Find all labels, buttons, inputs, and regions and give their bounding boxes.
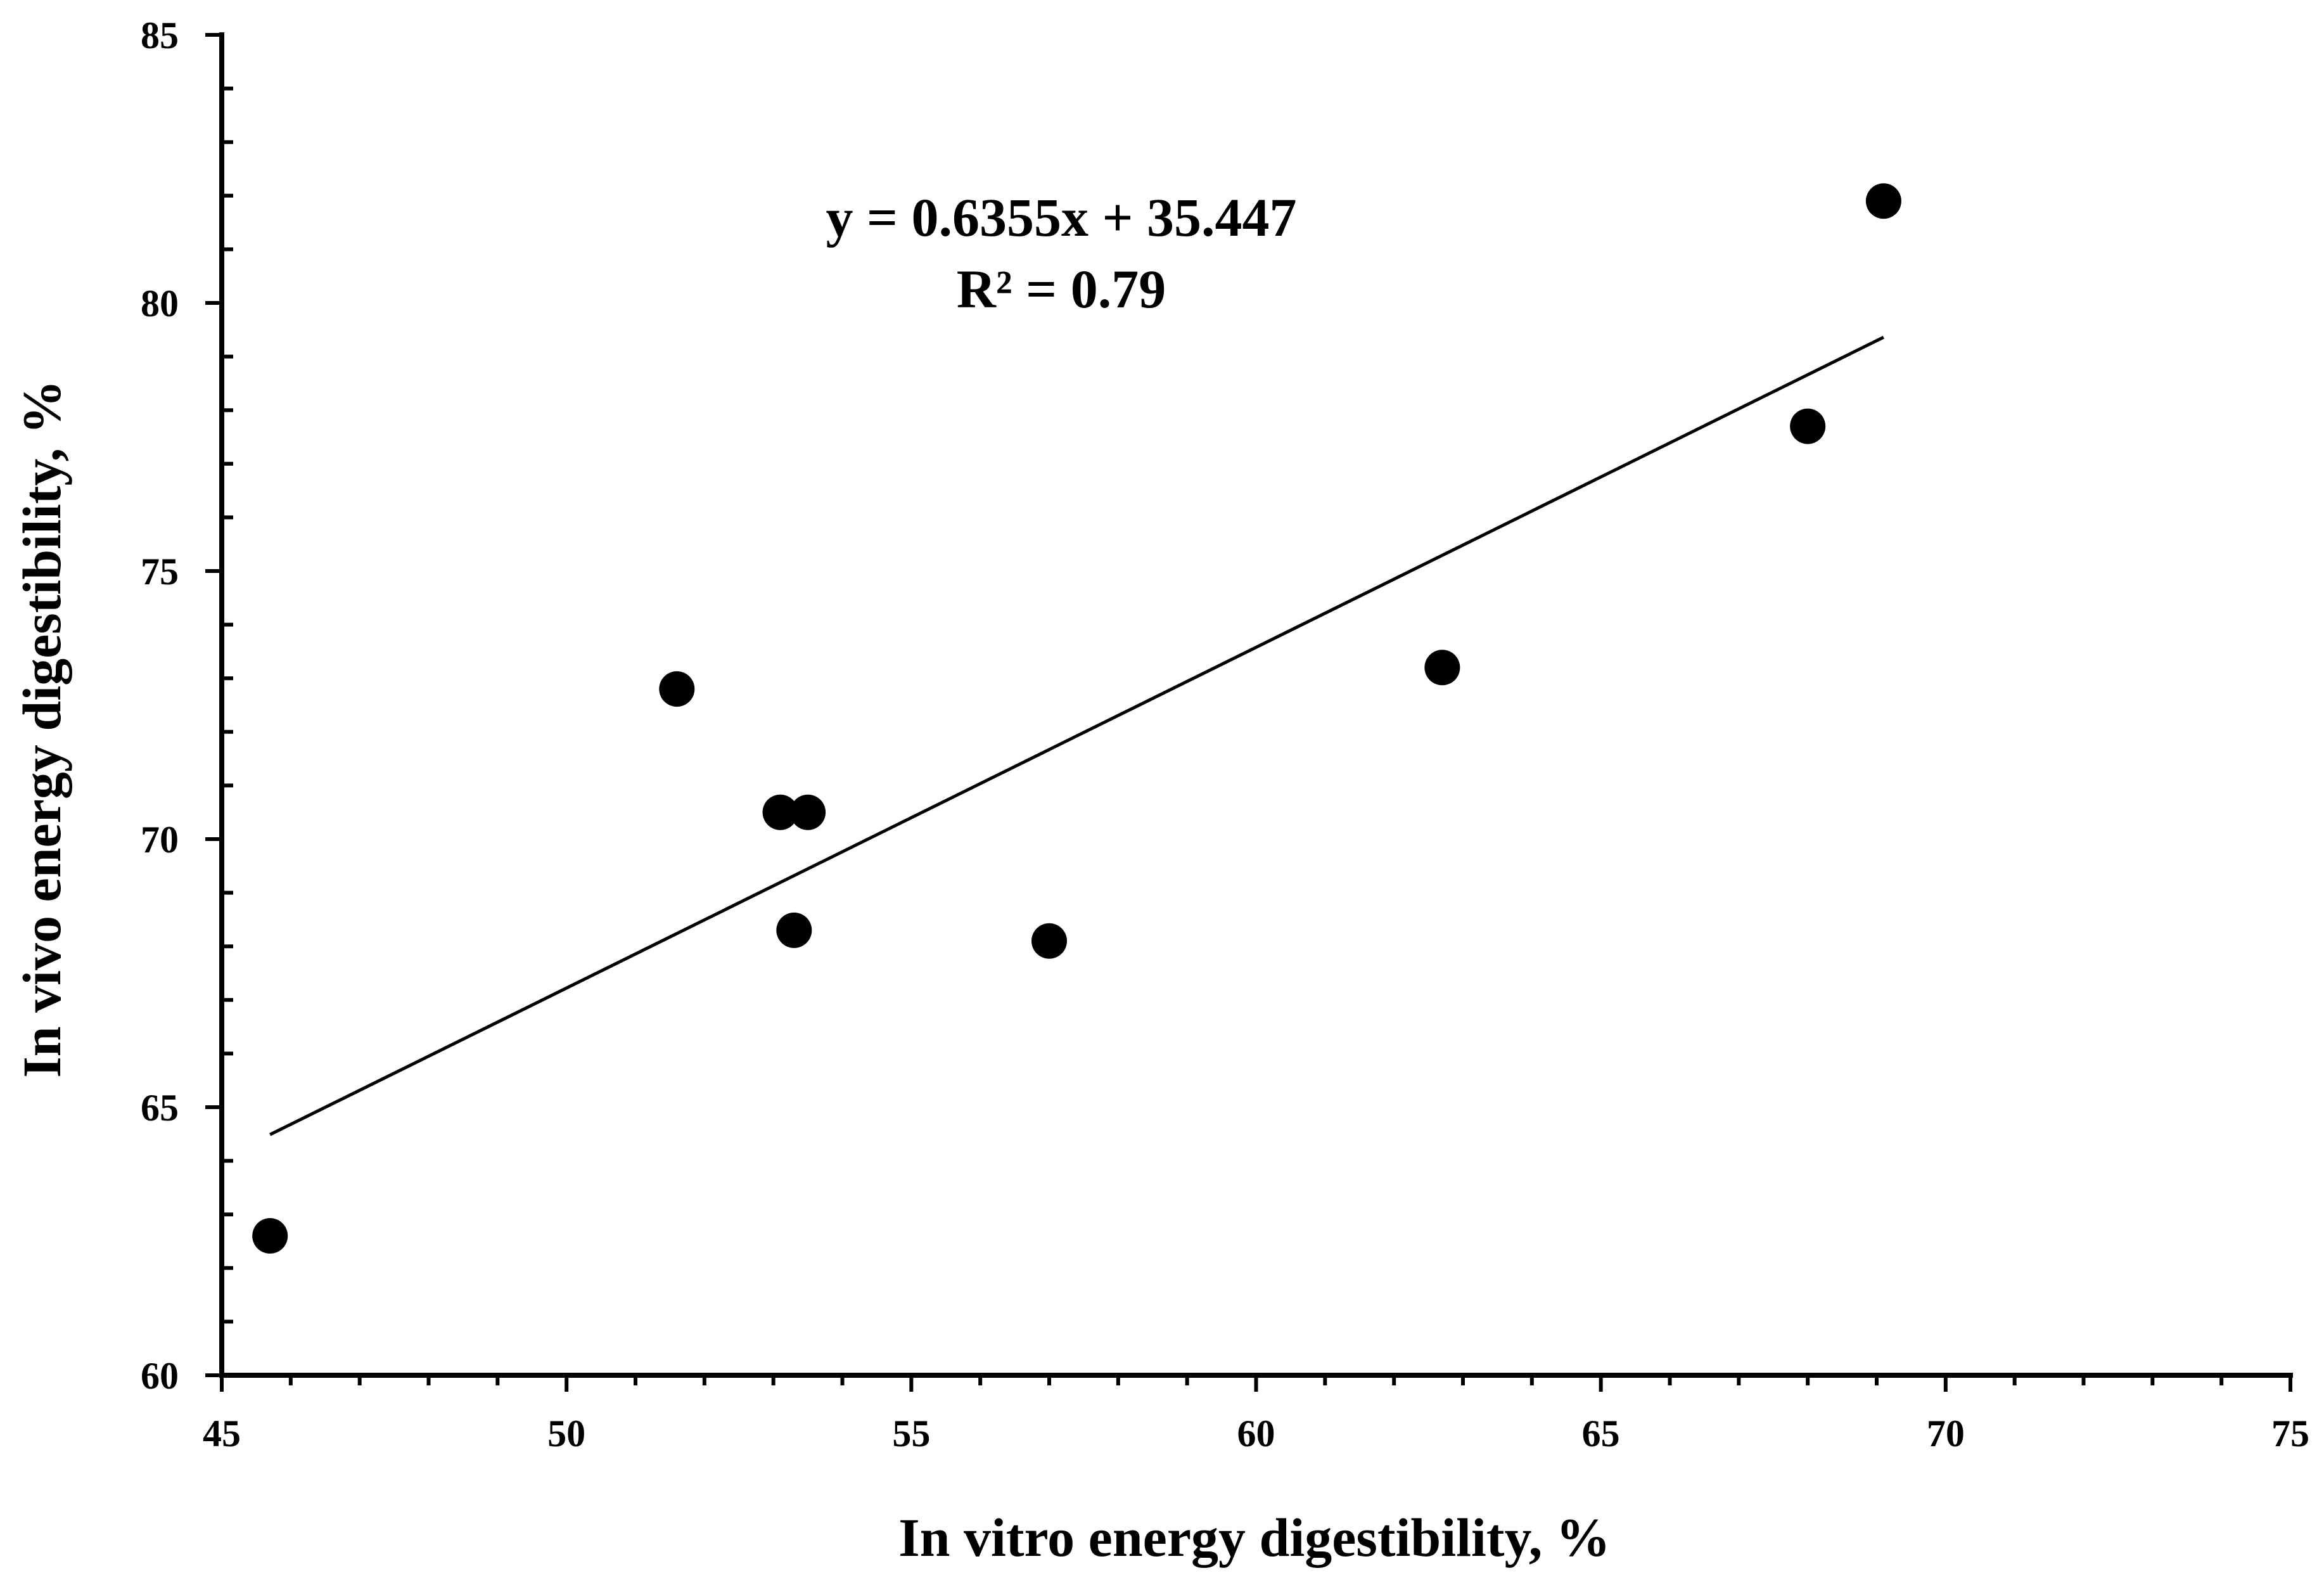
- data-point: [762, 794, 798, 830]
- data-point: [1790, 408, 1826, 444]
- y-axis-title: In vivo energy digestibility, %: [11, 380, 72, 1077]
- y-tick-label: 75: [141, 551, 179, 593]
- r-squared-label: R² = 0.79: [957, 259, 1166, 319]
- data-point: [1031, 923, 1067, 959]
- x-axis-title: In vitro energy digestibility, %: [898, 1507, 1611, 1568]
- x-tick-label: 75: [2271, 1413, 2309, 1454]
- axis-ticks: [205, 33, 2292, 1392]
- y-tick-label: 70: [141, 819, 179, 861]
- x-tick-label: 65: [1582, 1413, 1620, 1454]
- x-tick-label: 55: [892, 1413, 930, 1454]
- x-tick-label: 50: [547, 1413, 585, 1454]
- data-points: [252, 183, 1901, 1254]
- trendline-equation: y = 0.6355x + 35.447: [826, 187, 1296, 248]
- data-point: [252, 1218, 288, 1254]
- y-tick-label: 60: [141, 1355, 179, 1397]
- y-tick-label: 65: [141, 1087, 179, 1129]
- x-tick-label: 45: [203, 1413, 241, 1454]
- axis-tick-labels: 45 50 55 60 65 70 75 60 65 70 75 80 85: [141, 15, 2309, 1454]
- data-point: [1424, 650, 1460, 686]
- data-point: [790, 794, 826, 830]
- x-tick-label: 60: [1237, 1413, 1275, 1454]
- data-point: [1865, 183, 1901, 219]
- y-tick-label: 80: [141, 283, 179, 324]
- trendline: [269, 335, 1884, 1136]
- data-point: [776, 912, 812, 948]
- data-point: [659, 671, 695, 707]
- y-tick-label: 85: [141, 15, 179, 56]
- x-tick-label: 70: [1927, 1413, 1965, 1454]
